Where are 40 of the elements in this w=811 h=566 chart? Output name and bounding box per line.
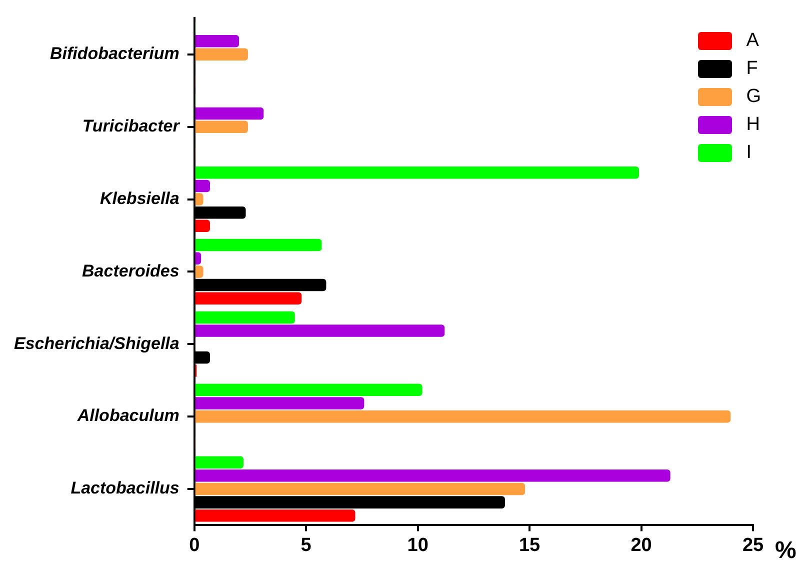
bar (195, 238, 322, 252)
bar (195, 510, 356, 522)
x-tick-label: 20 (630, 534, 652, 556)
x-axis-title: % (775, 536, 796, 564)
bar (195, 482, 526, 496)
bar (195, 48, 248, 61)
legend-label: I (746, 142, 752, 164)
bar (195, 397, 364, 410)
legend-label: F (746, 58, 758, 80)
bar (195, 34, 240, 48)
bar (195, 324, 445, 337)
bar (195, 120, 248, 133)
x-tick-label: 10 (407, 534, 428, 556)
legend-label: H (746, 114, 760, 136)
legend-label: G (746, 86, 761, 108)
y-tick-label: Turicibacter (82, 116, 181, 136)
y-tick-label: Escherichia/Shigella (14, 334, 180, 353)
bar (195, 384, 422, 396)
bar (195, 456, 244, 468)
y-tick-label: Bifidobacterium (50, 44, 180, 64)
bar (195, 311, 295, 324)
bar (195, 180, 210, 192)
x-tick-label: 5 (300, 534, 312, 556)
bar (195, 220, 210, 232)
bar (195, 166, 640, 179)
y-tick-label: Lactobacillus (70, 478, 180, 498)
y-tick-label: Bacteroides (82, 261, 180, 280)
bar (195, 266, 204, 278)
bar (195, 252, 202, 265)
bar (195, 410, 731, 423)
bar (195, 193, 204, 206)
y-tick-label: Allobaculum (76, 406, 180, 426)
legend-label: A (746, 30, 759, 52)
bar (195, 292, 302, 304)
x-tick-label: 0 (189, 534, 200, 556)
bar (195, 470, 670, 482)
x-tick-label: 15 (518, 534, 541, 556)
y-tick-label: Klebsiella (100, 188, 180, 208)
bar (195, 107, 264, 120)
x-tick-label: 25 (742, 534, 764, 556)
